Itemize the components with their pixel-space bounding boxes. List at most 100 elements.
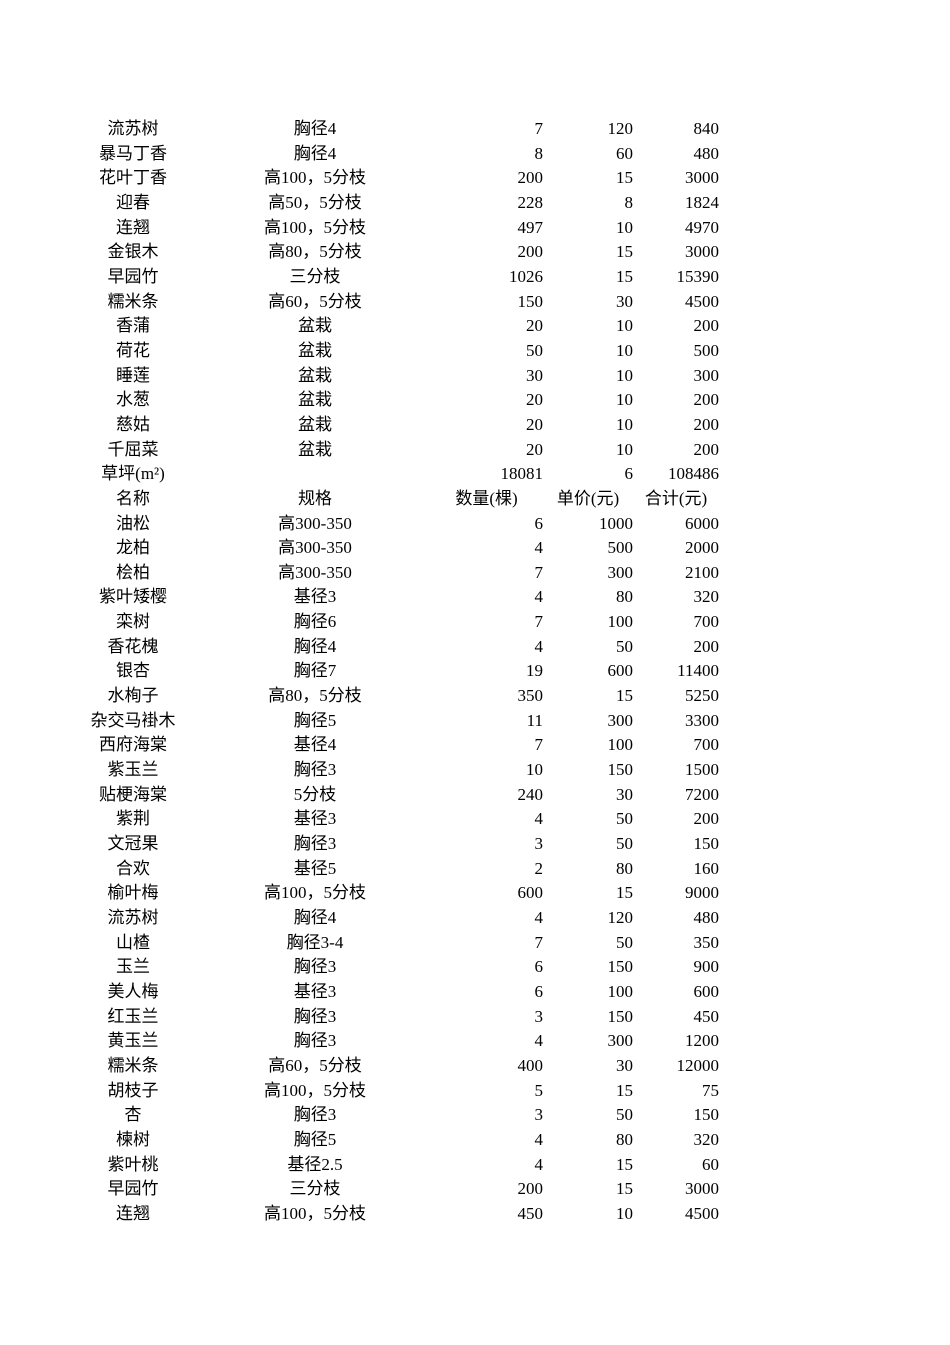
table-row: 西府海棠 基径4 7 100 700 [66, 733, 719, 758]
name-cell: 紫玉兰 [107, 760, 159, 780]
name-cell: 栾树 [116, 612, 150, 632]
name-cell: 胡枝子 [107, 1080, 159, 1100]
price-cell: 10 [616, 217, 633, 237]
table-row: 花叶丁香 高100，5分枝 200 15 3000 [66, 166, 719, 191]
spec-cell: 盆栽 [298, 365, 332, 385]
table-row: 荷花 盆栽 50 10 500 [66, 339, 719, 364]
total-cell: 320 [693, 587, 720, 607]
qty-cell: 8 [534, 143, 544, 163]
name-cell: 香蒲 [116, 316, 150, 336]
table-row: 黄玉兰 胸径3 4 300 1200 [66, 1029, 720, 1054]
name-cell: 早园竹 [107, 266, 159, 286]
total-cell: 200 [693, 439, 720, 459]
spec-cell: 基径3 [293, 981, 337, 1001]
price-cell: 6 [624, 464, 634, 484]
table-row: 暴马丁香 胸径4 8 60 480 [66, 142, 719, 167]
name-cell: 千屈菜 [107, 439, 159, 459]
price-cell: 600 [607, 661, 634, 681]
qty-cell: 18081 [500, 464, 544, 484]
total-cell: 11400 [677, 661, 719, 681]
total-cell: 1500 [685, 760, 719, 780]
price-cell: 50 [616, 636, 633, 656]
name-cell: 紫叶矮樱 [99, 587, 167, 607]
total-cell: 200 [693, 316, 720, 336]
price-cell: 15 [616, 266, 633, 286]
name-cell: 黄玉兰 [107, 1031, 159, 1051]
table-row: 合欢 基径5 2 80 160 [66, 857, 719, 882]
total-cell: 6000 [685, 513, 719, 533]
spec-cell: 胸径3 [293, 834, 337, 854]
total-cell: 4500 [685, 291, 719, 311]
table-row: 流苏树 胸径4 7 120 840 [66, 117, 720, 142]
name-cell: 名称 [116, 488, 150, 508]
price-cell: 30 [616, 1055, 633, 1075]
price-cell: 300 [607, 710, 634, 730]
table-row: 榆叶梅 高100，5分枝 600 15 9000 [66, 881, 720, 906]
table-row: 贴梗海棠 5分枝 240 30 7200 [66, 783, 719, 808]
price-cell: 10 [616, 414, 633, 434]
table-row: 银杏 胸径7 19 600 11400 [66, 659, 719, 684]
spec-cell: 基径5 [293, 858, 337, 878]
name-cell: 紫叶桃 [107, 1154, 159, 1174]
qty-cell: 4 [534, 1154, 544, 1174]
price-cell: 60 [616, 143, 633, 163]
price-cell: 300 [607, 1031, 634, 1051]
price-cell: 15 [616, 686, 633, 706]
name-cell: 糯米条 [107, 291, 159, 311]
price-cell: 15 [616, 1154, 633, 1174]
price-cell: 15 [616, 883, 633, 903]
table-row: 连翘 高100，5分枝 497 10 4970 [66, 216, 719, 241]
name-cell: 紫荆 [116, 809, 150, 829]
total-cell: 7200 [685, 784, 719, 804]
qty-cell: 3 [534, 834, 544, 854]
price-cell: 8 [624, 192, 634, 212]
table-row: 紫玉兰 胸径3 10 150 1500 [66, 758, 720, 783]
spec-cell: 高50，5分枝 [268, 192, 362, 212]
price-cell: 15 [616, 1179, 633, 1199]
total-cell: 60 [702, 1154, 719, 1174]
table-row: 糯米条 高60，5分枝 150 30 4500 [66, 290, 720, 315]
name-cell: 早园竹 [107, 1179, 159, 1199]
qty-cell: 2 [534, 858, 544, 878]
total-cell: 2100 [685, 562, 719, 582]
qty-cell: 6 [534, 957, 544, 977]
spec-cell: 高80，5分枝 [268, 686, 362, 706]
total-cell: 900 [693, 957, 720, 977]
spec-cell: 胸径3 [293, 760, 337, 780]
qty-cell: 350 [517, 686, 544, 706]
name-cell: 花叶丁香 [99, 168, 167, 188]
table-row: 水葱 盆栽 20 10 200 [66, 388, 719, 413]
total-cell: 350 [693, 932, 720, 952]
spec-cell: 高100，5分枝 [264, 217, 366, 237]
spec-cell: 盆栽 [298, 340, 332, 360]
table-row: 紫叶矮樱 基径3 4 80 320 [66, 585, 719, 610]
price-cell: 50 [616, 809, 633, 829]
name-cell: 香花槐 [107, 636, 159, 656]
qty-cell: 4 [534, 1129, 544, 1149]
name-cell: 榆叶梅 [107, 883, 159, 903]
price-cell: 10 [616, 365, 633, 385]
spec-cell: 盆栽 [298, 439, 332, 459]
qty-cell: 4 [534, 809, 544, 829]
table-row: 文冠果 胸径3 3 50 150 [66, 832, 720, 857]
total-cell: 108486 [668, 464, 719, 484]
total-cell: 200 [693, 809, 720, 829]
table-row: 龙柏 高300-350 4 500 2000 [66, 536, 719, 561]
table-row: 迎春 高50，5分枝 228 8 1824 [66, 191, 719, 216]
qty-cell: 7 [534, 612, 544, 632]
qty-cell: 228 [517, 192, 544, 212]
name-cell: 美人梅 [107, 981, 159, 1001]
table-row: 睡莲 盆栽 30 10 300 [66, 364, 719, 389]
spec-cell: 胸径3 [293, 1105, 337, 1125]
qty-cell: 600 [517, 883, 544, 903]
spec-cell: 胸径3 [293, 957, 337, 977]
name-cell: 水葱 [116, 390, 150, 410]
name-cell: 荷花 [116, 340, 150, 360]
spec-cell: 胸径3 [293, 1006, 337, 1026]
price-cell: 120 [607, 119, 634, 138]
price-cell: 100 [607, 981, 634, 1001]
table-row: 红玉兰 胸径3 3 150 450 [66, 1005, 720, 1030]
spec-cell: 胸径4 [293, 908, 337, 927]
name-cell: 连翘 [116, 1203, 150, 1223]
